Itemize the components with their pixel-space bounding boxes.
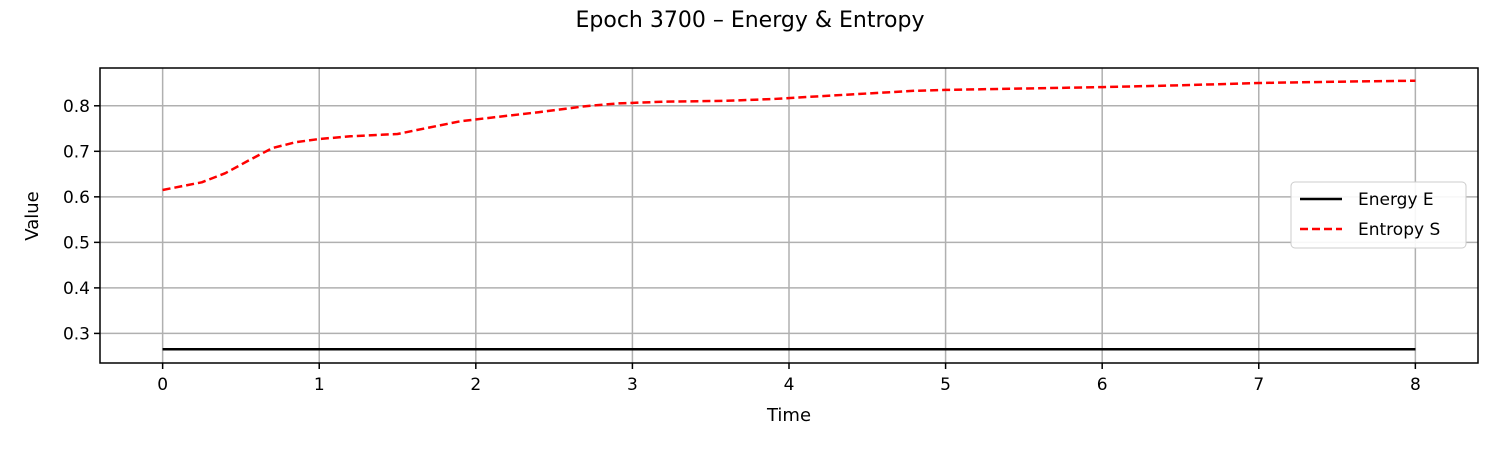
grid	[100, 68, 1478, 363]
y-tick-label: 0.7	[63, 142, 90, 162]
x-tick-label: 8	[1410, 375, 1421, 395]
y-tick-label: 0.4	[63, 279, 90, 299]
x-axis-label: Time	[766, 405, 811, 426]
x-tick-label: 4	[784, 375, 795, 395]
x-tick-label: 5	[940, 375, 951, 395]
legend: Energy E Entropy S	[1290, 181, 1467, 249]
y-tick-label: 0.3	[63, 324, 90, 344]
y-axis: 0.3 0.4 0.5 0.6 0.7 0.8	[63, 97, 100, 344]
legend-label-energy: Energy E	[1358, 190, 1434, 210]
chart-title: Epoch 3700 – Energy & Entropy	[576, 8, 925, 33]
y-tick-label: 0.6	[63, 188, 90, 208]
legend-label-entropy: Entropy S	[1358, 220, 1440, 240]
y-axis-label: Value	[22, 191, 43, 240]
x-tick-label: 6	[1097, 375, 1108, 395]
series-line-entropy	[162, 79, 1416, 192]
x-tick-label: 1	[314, 375, 325, 395]
y-tick-label: 0.5	[63, 233, 90, 253]
x-tick-label: 7	[1253, 375, 1264, 395]
x-tick-label: 0	[157, 375, 168, 395]
x-tick-label: 2	[470, 375, 481, 395]
x-tick-label: 3	[627, 375, 638, 395]
x-axis: 0 1 2 3 4 5 6 7 8	[157, 363, 1421, 395]
y-tick-label: 0.8	[63, 97, 90, 117]
series-layer	[162, 79, 1416, 351]
